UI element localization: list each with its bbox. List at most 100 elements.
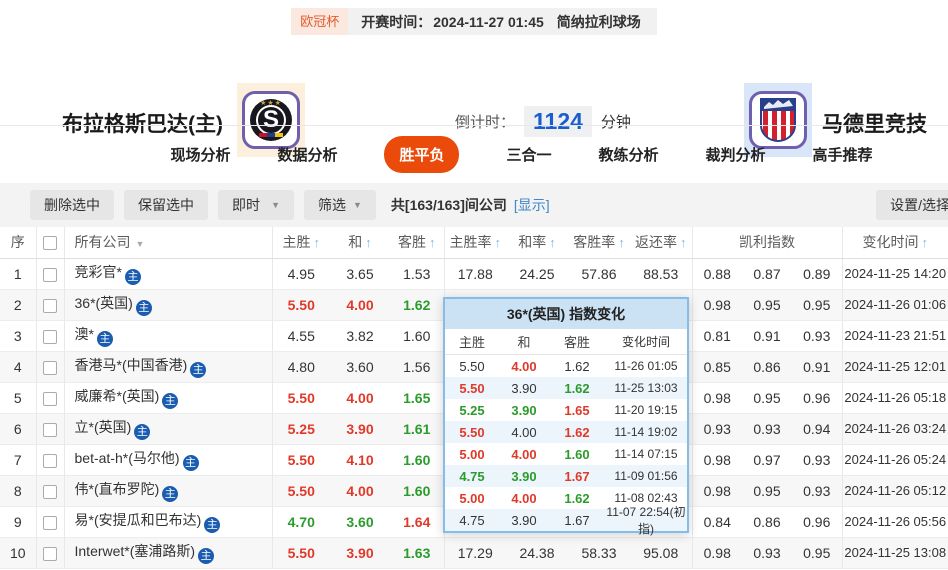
row-checkbox[interactable] [43, 422, 57, 437]
popup-header-row: 主胜 和 客胜 变化时间 [445, 329, 687, 355]
league-badge[interactable]: 欧冠杯 [291, 8, 349, 35]
kelly-1: 0.93 [692, 413, 742, 445]
show-link[interactable]: [显示] [513, 197, 550, 213]
row-checkbox[interactable] [43, 453, 57, 468]
change-time: 2024-11-25 12:01 [842, 351, 948, 383]
row-number: 10 [0, 537, 37, 569]
header-draw-rate[interactable]: 和率 ↑ [506, 227, 568, 259]
home-rate: 17.88 [444, 258, 506, 290]
sort-up-icon: ↑ [365, 235, 372, 251]
draw-odds: 4.00 [330, 289, 390, 321]
company-name: 伟*(直布罗陀) [74, 481, 160, 497]
change-time: 2024-11-26 03:24 [842, 413, 948, 445]
company-cell[interactable]: Interwet*(塞浦路斯) 主 [64, 537, 273, 569]
tab-1[interactable]: 现场分析 [170, 147, 231, 164]
tab-4[interactable]: 三合一 [506, 147, 552, 164]
popup-home-odds: 5.50 [459, 358, 485, 374]
kelly-3: 0.96 [792, 506, 843, 538]
row-checkbox[interactable] [43, 546, 57, 561]
header-change-time[interactable]: 变化时间 ↑ [842, 227, 948, 259]
popup-change-time: 11-09 01:56 [614, 469, 678, 483]
company-cell[interactable]: 威廉希*(英国) 主 [64, 382, 273, 414]
away-rate: 58.33 [568, 537, 630, 569]
row-checkbox-cell [36, 506, 65, 538]
tab-7[interactable]: 高手推荐 [812, 147, 873, 164]
company-cell[interactable]: 立*(英国) 主 [64, 413, 273, 445]
tab-5[interactable]: 教练分析 [598, 147, 659, 164]
chevron-down-icon: ▼ [271, 200, 280, 210]
company-cell[interactable]: 36*(英国) 主 [64, 289, 273, 321]
delete-selected-button[interactable]: 删除选中 [30, 190, 114, 220]
row-number: 3 [0, 320, 37, 352]
kelly-1: 0.81 [692, 320, 742, 352]
company-cell[interactable]: 竞彩官* 主 [64, 258, 273, 290]
settings-select-button[interactable]: 设置/选择 [876, 190, 948, 220]
home-badge-icon: 主 [162, 486, 179, 502]
popup-away-odds: 1.62 [564, 490, 590, 506]
kickoff-label: 开赛时间： [361, 13, 432, 30]
header-kelly: 凯利指数 [692, 227, 843, 259]
popup-draw-odds: 3.90 [511, 380, 537, 396]
popup-away-odds: 1.67 [564, 512, 590, 528]
row-checkbox[interactable] [43, 329, 57, 344]
home-odds: 4.55 [272, 320, 330, 352]
header-draw-odds[interactable]: 和 ↑ [330, 227, 390, 259]
change-time: 2024-11-25 13:08 [842, 537, 948, 569]
tab-3[interactable]: 胜平负 [384, 136, 460, 173]
filter-dropdown[interactable]: 筛选 ▼ [304, 190, 376, 220]
row-checkbox[interactable] [43, 515, 57, 530]
away-odds: 1.56 [390, 351, 445, 383]
sort-up-icon: ↑ [494, 235, 502, 251]
popup-away-odds: 1.67 [564, 468, 590, 484]
row-checkbox[interactable] [43, 298, 57, 313]
popup-away-odds: 1.60 [564, 446, 590, 462]
popup-home-odds: 5.00 [459, 446, 485, 462]
row-checkbox-cell [36, 475, 65, 507]
company-name: bet-at-h*(马尔他) [74, 450, 180, 466]
company-cell[interactable]: 易*(安提瓜和巴布达) 主 [64, 506, 273, 538]
header-home-rate[interactable]: 主胜率 ↑ [444, 227, 506, 259]
row-checkbox[interactable] [43, 267, 57, 282]
row-checkbox-cell [36, 258, 65, 290]
away-odds: 1.60 [390, 444, 445, 476]
header-return-rate[interactable]: 返还率 ↑ [630, 227, 693, 259]
kelly-1: 0.98 [692, 444, 742, 476]
company-name: 竞彩官* [74, 264, 122, 280]
keep-selected-button[interactable]: 保留选中 [124, 190, 208, 220]
popup-odds-row: 5.50 4.00 1.62 11-26 01:05 [445, 355, 687, 377]
tab-6[interactable]: 裁判分析 [705, 147, 766, 164]
away-odds: 1.60 [390, 475, 445, 507]
popup-change-time: 11-08 02:43 [614, 491, 678, 505]
odds-mode-dropdown[interactable]: 即时 ▼ [218, 190, 294, 220]
company-cell[interactable]: 澳* 主 [64, 320, 273, 352]
home-badge-icon: 主 [198, 548, 215, 564]
kelly-3: 0.93 [792, 475, 843, 507]
draw-rate: 24.25 [506, 258, 568, 290]
row-number: 8 [0, 475, 37, 507]
draw-odds: 4.00 [330, 475, 390, 507]
row-checkbox[interactable] [43, 484, 57, 499]
change-time: 2024-11-26 01:06 [842, 289, 948, 321]
return-rate: 88.53 [630, 258, 693, 290]
header-away-rate[interactable]: 客胜率 ↑ [568, 227, 630, 259]
company-name: 香港马*(中国香港) [74, 357, 188, 373]
select-all-checkbox[interactable] [43, 236, 57, 251]
chevron-down-icon: ▼ [353, 200, 362, 210]
sparta-crest-icon: ★★★ S [250, 99, 292, 141]
filter-label: 筛选 [318, 197, 346, 213]
header-home-odds[interactable]: 主胜 ↑ [272, 227, 330, 259]
tab-2[interactable]: 数据分析 [277, 147, 338, 164]
popup-change-time: 11-20 19:15 [614, 403, 678, 417]
header-away-odds[interactable]: 客胜 ↑ [390, 227, 445, 259]
row-checkbox[interactable] [43, 391, 57, 406]
company-cell[interactable]: 伟*(直布罗陀) 主 [64, 475, 273, 507]
row-number: 4 [0, 351, 37, 383]
kickoff-time: 2024-11-27 01:45 [433, 13, 544, 30]
row-checkbox[interactable] [43, 360, 57, 375]
company-cell[interactable]: bet-at-h*(马尔他) 主 [64, 444, 273, 476]
kelly-2: 0.86 [742, 506, 792, 538]
popup-odds-row: 4.75 3.90 1.67 11-07 22:54(初指) [445, 505, 687, 536]
company-cell[interactable]: 香港马*(中国香港) 主 [64, 351, 273, 383]
popup-odds-row: 5.50 3.90 1.62 11-25 13:03 [445, 377, 687, 399]
header-company[interactable]: 所有公司 ▼ [64, 227, 273, 259]
